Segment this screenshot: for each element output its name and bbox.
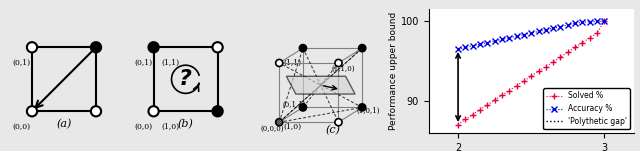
Solved %	[549, 61, 557, 63]
Text: (1,1,0): (1,1,0)	[332, 65, 355, 73]
Solved %	[542, 66, 550, 67]
Solved %	[600, 20, 608, 22]
Text: (b): (b)	[178, 119, 193, 129]
Accuracy %	[593, 21, 601, 22]
Text: (1,1): (1,1)	[283, 59, 301, 67]
Circle shape	[212, 106, 223, 116]
Circle shape	[212, 42, 223, 52]
Text: (0,0): (0,0)	[134, 123, 152, 131]
Circle shape	[300, 45, 307, 52]
Solved %	[483, 104, 491, 106]
Text: (1,0,1): (1,0,1)	[356, 106, 380, 114]
Accuracy %	[520, 34, 528, 35]
Accuracy %	[542, 29, 550, 31]
Polygon shape	[286, 76, 355, 94]
Circle shape	[27, 106, 37, 116]
Accuracy %	[557, 26, 564, 27]
Accuracy %	[461, 47, 469, 48]
Text: ?: ?	[179, 69, 192, 89]
Y-axis label: Performance upper bound: Performance upper bound	[389, 12, 398, 130]
Circle shape	[27, 42, 37, 52]
Accuracy %	[534, 31, 542, 32]
Solved %	[572, 47, 579, 48]
Circle shape	[276, 59, 283, 66]
Accuracy %	[454, 48, 462, 50]
Solved %	[579, 42, 586, 43]
Solved %	[498, 94, 506, 96]
Solved %	[586, 37, 593, 39]
Accuracy %	[476, 43, 484, 45]
Accuracy %	[469, 45, 477, 47]
Circle shape	[335, 119, 342, 126]
Solved %	[593, 32, 601, 34]
Circle shape	[148, 106, 159, 116]
Circle shape	[300, 104, 307, 111]
Solved %	[534, 71, 542, 72]
Accuracy %	[491, 40, 499, 42]
Solved %	[461, 118, 469, 120]
Accuracy %	[513, 35, 520, 37]
Text: (1,0): (1,0)	[283, 123, 301, 131]
Text: (0,0): (0,0)	[13, 123, 31, 131]
Solved %	[469, 114, 477, 115]
Text: (a): (a)	[56, 119, 72, 129]
Solved %	[454, 124, 462, 126]
Accuracy %	[506, 37, 513, 39]
Text: (c): (c)	[325, 125, 340, 135]
Line: Solved %: Solved %	[455, 18, 607, 128]
Accuracy %	[572, 22, 579, 24]
Solved %	[527, 75, 535, 77]
Circle shape	[91, 106, 101, 116]
Accuracy %	[527, 32, 535, 34]
Accuracy %	[586, 21, 593, 23]
Text: (1,1): (1,1)	[161, 59, 179, 67]
Accuracy %	[498, 39, 506, 40]
Circle shape	[335, 59, 342, 66]
Accuracy %	[483, 42, 491, 43]
Line: Accuracy %: Accuracy %	[455, 18, 607, 52]
Circle shape	[358, 45, 365, 52]
Accuracy %	[600, 20, 608, 22]
Circle shape	[276, 119, 283, 126]
Accuracy %	[579, 21, 586, 23]
Solved %	[491, 99, 499, 101]
Circle shape	[358, 104, 365, 111]
Solved %	[520, 80, 528, 82]
Accuracy %	[549, 27, 557, 29]
Circle shape	[148, 42, 159, 52]
Text: (1,0): (1,0)	[161, 123, 179, 131]
Circle shape	[91, 42, 101, 52]
Solved %	[557, 56, 564, 58]
Accuracy %	[564, 24, 572, 26]
Legend: Solved %, Accuracy %, 'Polythetic gap': Solved %, Accuracy %, 'Polythetic gap'	[543, 88, 630, 129]
Solved %	[513, 85, 520, 87]
Text: (0,1): (0,1)	[134, 59, 152, 67]
Solved %	[506, 90, 513, 92]
Solved %	[476, 109, 484, 111]
Text: (0,1): (0,1)	[13, 59, 31, 67]
Solved %	[564, 51, 572, 53]
Text: (0,0,0): (0,0,0)	[260, 125, 284, 133]
Text: (0,1,1): (0,1,1)	[282, 100, 306, 108]
